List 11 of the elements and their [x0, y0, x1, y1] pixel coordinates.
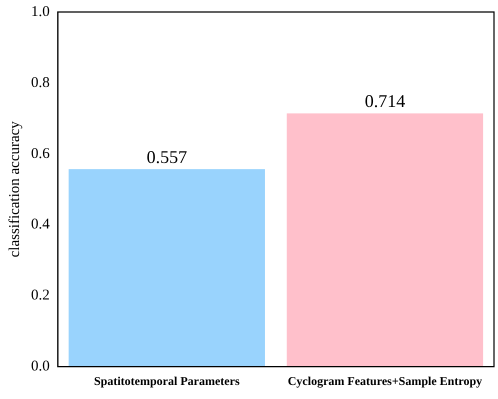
data-label: 0.557: [146, 146, 188, 167]
y-tick-label: 0.2: [31, 288, 50, 304]
y-tick-label: 0.8: [31, 74, 50, 91]
y-axis-title: classification accuracy: [6, 120, 23, 258]
data-label: 0.714: [364, 91, 406, 112]
x-tick-label: Spatitotemporal Parameters: [94, 374, 240, 388]
x-tick-label: Cyclogram Features+Sample Entropy: [288, 374, 482, 388]
y-tick-label: 1.0: [31, 4, 50, 20]
y-tick-label: 0.6: [31, 146, 50, 162]
y-tick-label: 0.0: [31, 358, 50, 375]
y-tick-label: 0.4: [31, 216, 50, 233]
